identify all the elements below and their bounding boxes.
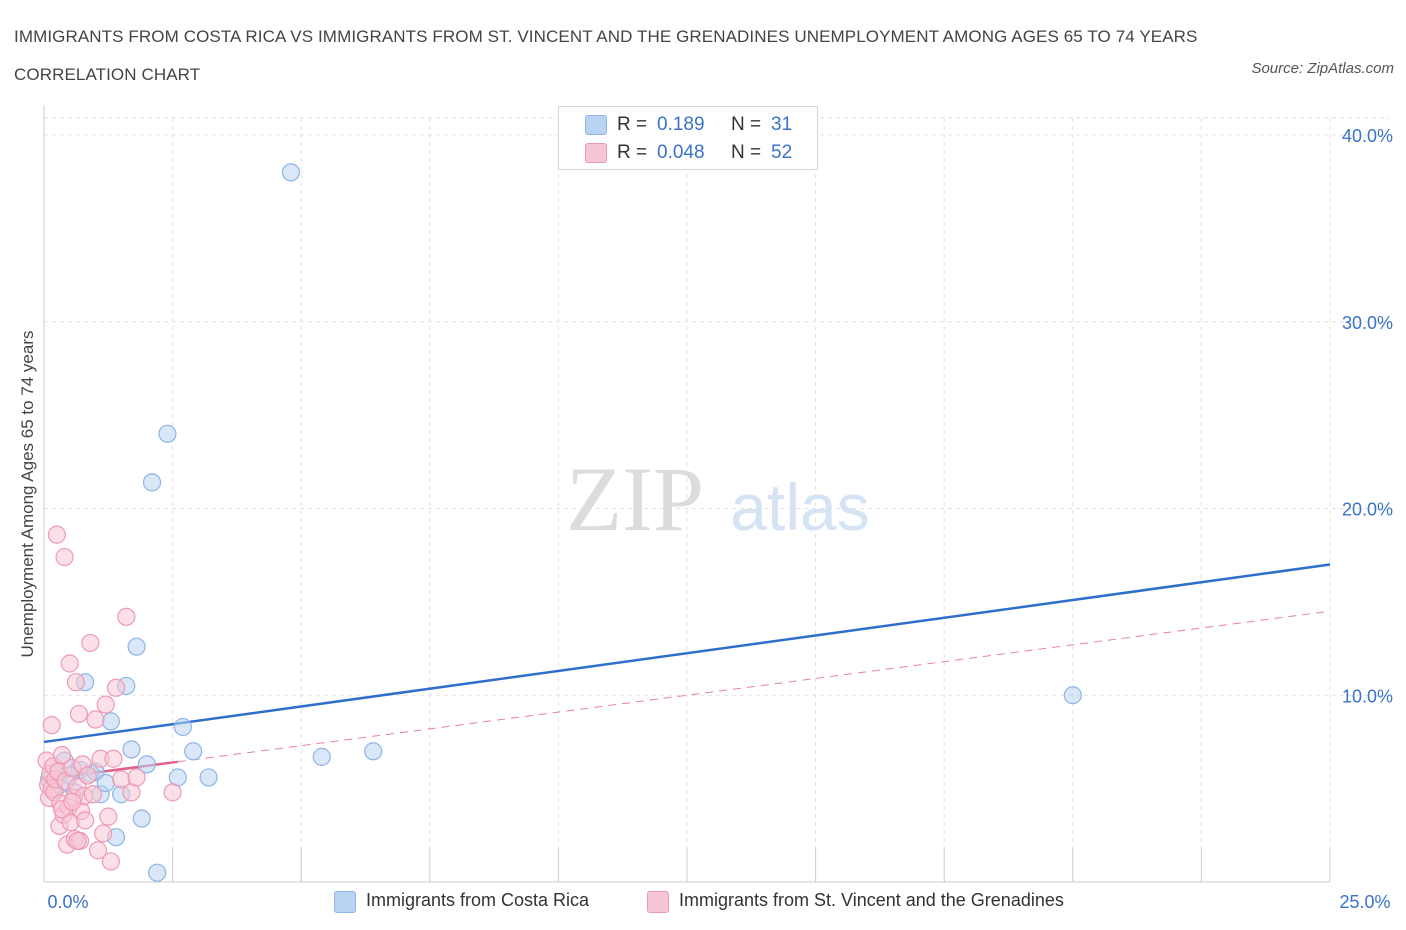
legend-swatch-st-vincent [585, 143, 607, 163]
point-st-vincent [94, 824, 113, 843]
point-costa-rica [199, 768, 218, 787]
y-tick-label: 20.0% [1342, 500, 1393, 520]
point-st-vincent [86, 710, 105, 729]
point-st-vincent [78, 766, 97, 785]
legend-n-label: N = [731, 142, 762, 163]
legend-r-value: 0.189 [657, 114, 705, 135]
point-costa-rica [1063, 686, 1082, 705]
tick-labels: 10.0% 20.0% 30.0% 40.0% 0.0% 25.0% [47, 126, 1393, 912]
point-st-vincent [163, 783, 182, 802]
point-costa-rica [122, 740, 141, 759]
point-costa-rica [173, 717, 192, 737]
point-st-vincent [106, 678, 126, 697]
point-st-vincent [101, 852, 120, 871]
point-costa-rica [101, 712, 120, 731]
point-st-vincent [127, 768, 146, 787]
point-costa-rica [312, 747, 331, 766]
point-costa-rica [142, 473, 162, 492]
y-axis-title: Unemployment Among Ages 65 to 74 years [18, 330, 37, 658]
legend-n-label: N = [731, 114, 762, 135]
point-st-vincent [55, 547, 74, 567]
point-costa-rica [184, 742, 203, 761]
point-st-vincent [104, 749, 123, 768]
point-st-vincent [47, 525, 66, 544]
watermark-zip: ZIP [566, 448, 704, 550]
y-tick-label: 10.0% [1342, 686, 1393, 706]
point-st-vincent [81, 633, 100, 653]
point-st-vincent [88, 841, 108, 860]
point-costa-rica [281, 163, 301, 182]
bottom-legend-swatch-costa-rica [334, 891, 356, 913]
point-costa-rica [364, 742, 383, 761]
correlation-legend: R = 0.189 N = 31 R = 0.048 N = 52 [558, 106, 818, 170]
trendline-costa-rica [43, 563, 1331, 744]
point-st-vincent [42, 716, 61, 735]
point-st-vincent [96, 695, 115, 714]
point-costa-rica [148, 863, 167, 882]
x-tick-label: 0.0% [47, 892, 88, 912]
watermark: ZIP atlas [566, 448, 870, 550]
bottom-legend-label: Immigrants from St. Vincent and the Gren… [679, 890, 1064, 910]
watermark-atlas: atlas [730, 470, 869, 544]
grid-lines [44, 117, 1390, 882]
point-st-vincent [63, 792, 82, 811]
point-costa-rica [137, 755, 156, 774]
point-costa-rica [158, 424, 177, 443]
bottom-legend-swatch-st-vincent [647, 891, 669, 913]
point-st-vincent [52, 745, 72, 765]
trendline-st-vincent-dashed [177, 610, 1331, 763]
point-st-vincent [66, 673, 85, 692]
point-costa-rica [127, 637, 146, 656]
y-tick-label: 40.0% [1342, 126, 1393, 146]
legend-n-value: 31 [771, 114, 793, 135]
legend-r-label: R = [617, 114, 648, 135]
chart-title: IMMIGRANTS FROM COSTA RICA VS IMMIGRANTS… [14, 27, 1198, 84]
x-tick-label: 25.0% [1339, 892, 1390, 912]
point-st-vincent [76, 811, 95, 830]
chart-source: Source: ZipAtlas.com [1251, 60, 1394, 77]
point-st-vincent [99, 807, 118, 826]
point-st-vincent [69, 704, 89, 724]
point-st-vincent [117, 607, 136, 626]
point-st-vincent [83, 785, 102, 804]
legend-swatch-costa-rica [585, 115, 607, 135]
legend-r-label: R = [617, 142, 648, 163]
point-st-vincent [60, 654, 79, 673]
legend-n-value: 52 [771, 142, 793, 163]
data-points [37, 163, 1082, 882]
legend-r-value: 0.048 [657, 142, 705, 163]
point-costa-rica [132, 809, 151, 828]
bottom-legend-label: Immigrants from Costa Rica [366, 890, 590, 910]
point-st-vincent [68, 831, 87, 851]
y-tick-label: 30.0% [1342, 313, 1393, 333]
